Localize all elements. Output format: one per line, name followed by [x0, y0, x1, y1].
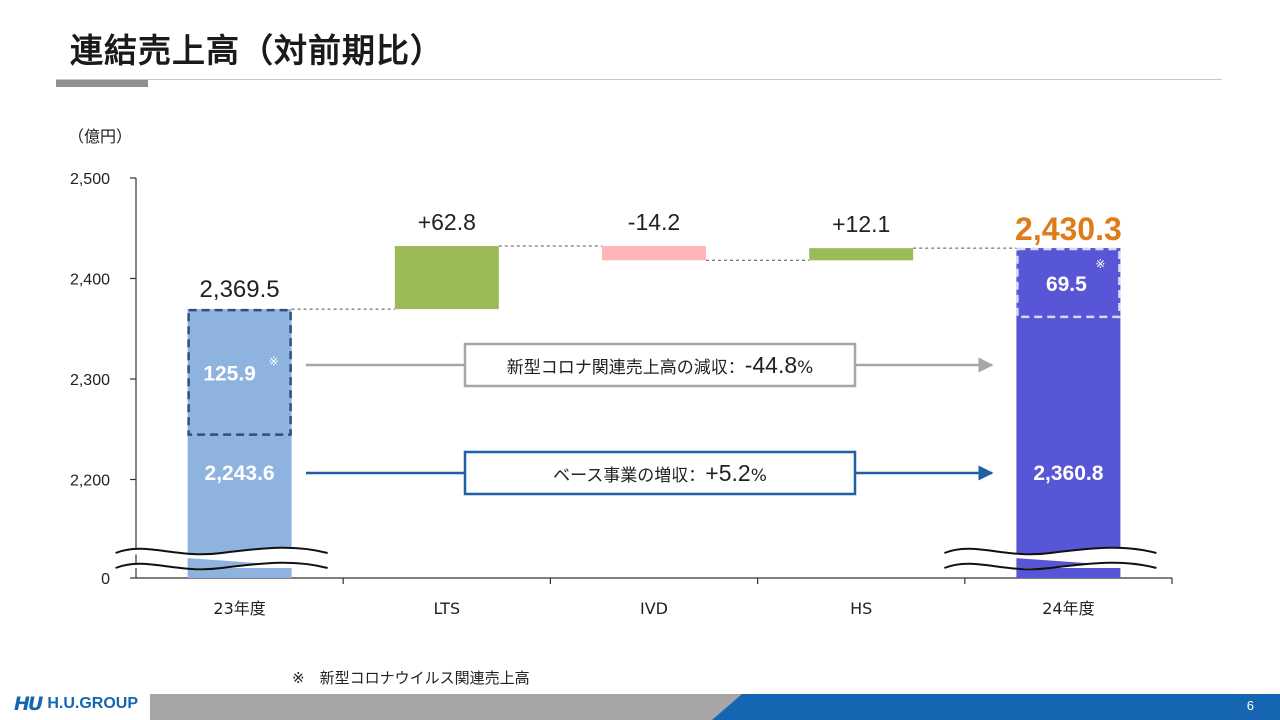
annotation-label: 新型コロナ関連売上高の減収： — [507, 358, 745, 378]
logo-text: H.U.GROUP — [47, 695, 139, 712]
x-tick-label: IVD — [640, 599, 668, 618]
x-tick-label: 23年度 — [213, 599, 265, 618]
total-bar — [1016, 248, 1121, 578]
footnote: ※ 新型コロナウイルス関連売上高 — [292, 669, 530, 687]
x-tick-label: LTS — [433, 599, 460, 618]
page-title: 連結売上高（対前期比） — [70, 31, 444, 70]
increase-bar — [809, 248, 914, 261]
covid-value-label: 125.9 — [203, 362, 256, 385]
annotation-text: ベース事業の増収：+5.2% — [553, 460, 767, 486]
title-rule — [56, 79, 1222, 80]
annotation-box — [463, 450, 857, 496]
y-tick-label: 0 — [101, 571, 110, 588]
footer-bar-gray — [150, 694, 742, 720]
annotation-unit: % — [751, 466, 767, 486]
covid-portion-box — [1016, 247, 1121, 319]
covid-value-label: 69.5 — [1046, 273, 1087, 296]
total-value-label-highlight: 2,430.3 — [1015, 211, 1122, 247]
y-tick-label: 2,300 — [70, 372, 110, 389]
y-tick-label: 2,400 — [70, 272, 110, 289]
waterfall-chart: （億円） 2,500 2,400 2,300 2,200 0 23年度 LTS IVD HS 24年… — [68, 127, 1173, 618]
annotation-box — [463, 342, 857, 388]
footer-bar-slant — [712, 694, 742, 720]
change-value-label: +12.1 — [832, 211, 890, 237]
change-value-label: +62.8 — [418, 209, 476, 235]
annotation-label: ベース事業の増収： — [553, 466, 705, 486]
logo-mark-icon: HU — [14, 693, 43, 715]
x-tick-label: HS — [850, 599, 872, 618]
total-bar — [187, 309, 292, 578]
annotation-value: -44.8 — [745, 352, 797, 378]
x-tick-label: 24年度 — [1042, 599, 1094, 618]
y-tick-label: 2,200 — [70, 473, 110, 490]
footer-bar-blue — [742, 694, 1280, 720]
company-logo: HU H.U.GROUP — [14, 691, 138, 717]
total-value-label: 2,369.5 — [200, 276, 280, 303]
covid-note-marker: ※ — [269, 355, 279, 369]
axis-break-line — [115, 561, 328, 571]
covid-portion-box — [187, 308, 292, 436]
annotation-value: +5.2 — [705, 460, 750, 486]
decrease-bar — [602, 246, 706, 261]
axis-break-line — [115, 546, 328, 556]
change-value-label: -14.2 — [628, 209, 680, 235]
annotation-unit: % — [797, 358, 813, 378]
base-value-label: 2,360.8 — [1033, 462, 1103, 485]
base-value-label: 2,243.6 — [205, 462, 275, 485]
page-number: 6 — [1246, 698, 1254, 713]
title-accent-tab — [56, 80, 148, 87]
axis-break-line — [944, 546, 1157, 556]
increase-bar — [394, 246, 499, 310]
annotation-text: 新型コロナ関連売上高の減収：-44.8% — [507, 352, 814, 378]
axis-break-line — [944, 561, 1157, 571]
y-axis-unit-label: （億円） — [68, 127, 132, 146]
covid-note-marker: ※ — [1095, 257, 1105, 271]
y-tick-label: 2,500 — [70, 171, 110, 188]
